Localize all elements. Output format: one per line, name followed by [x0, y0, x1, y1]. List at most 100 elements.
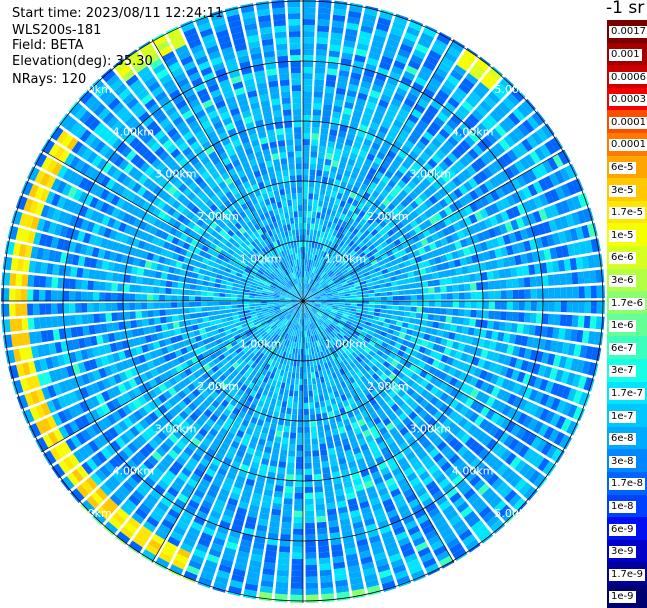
range-gate-cell: [584, 316, 591, 329]
range-gate-cell: [457, 276, 464, 284]
range-gate-cell: [313, 109, 322, 116]
range-gate-cell: [312, 236, 316, 242]
range-gate-cell: [208, 282, 215, 287]
range-gate-cell: [106, 323, 113, 332]
range-gate-cell: [269, 527, 280, 534]
range-gate-cell: [226, 286, 232, 290]
range-gate-cell: [195, 307, 201, 312]
range-gate-cell: [317, 522, 327, 529]
range-gate-cell: [325, 159, 332, 166]
range-gate-cell: [462, 326, 469, 334]
range-gate-cell: [296, 457, 303, 463]
range-gate-cell: [243, 304, 249, 307]
range-gate-cell: [440, 286, 446, 293]
range-gate-cell: [304, 367, 307, 373]
range-gate-cell: [304, 439, 310, 445]
range-gate-cell: [434, 287, 440, 293]
range-gate-cell: [326, 405, 332, 412]
range-gate-cell: [325, 86, 335, 93]
range-gate-cell: [506, 312, 513, 321]
range-gate-cell: [389, 271, 396, 277]
range-gate-cell: [351, 298, 357, 300]
range-gate-cell: [51, 290, 57, 301]
range-gate-cell: [316, 510, 326, 517]
range-gate-cell: [407, 271, 414, 277]
range-gate-cell: [275, 485, 284, 492]
range-gate-cell: [458, 309, 464, 316]
range-gate-cell: [285, 486, 294, 493]
range-gate-cell: [75, 303, 81, 313]
range-gate-cell: [213, 292, 219, 296]
range-gate-cell: [249, 304, 255, 307]
range-gate-cell: [286, 408, 291, 415]
range-gate-cell: [306, 241, 309, 247]
range-gate-cell: [153, 310, 160, 317]
range-gate-cell: [306, 343, 308, 349]
range-gate-cell: [135, 285, 142, 292]
range-gate-cell: [494, 280, 501, 289]
range-gate-cell: [319, 437, 326, 444]
range-gate-cell: [369, 293, 375, 296]
range-gate-cell: [314, 79, 324, 86]
range-gate-cell: [463, 275, 470, 283]
range-gate-cell: [130, 275, 137, 283]
range-gate-cell: [501, 301, 507, 310]
range-gate-cell: [289, 390, 294, 396]
range-gate-cell: [277, 564, 289, 571]
range-gate-cell: [298, 349, 301, 355]
range-gate-cell: [292, 541, 303, 547]
range-gate-cell: [303, 85, 312, 91]
range-gate-cell: [339, 297, 345, 299]
range-gate-cell: [22, 318, 29, 330]
range-gate-cell: [39, 290, 45, 301]
range-gate-cell: [304, 373, 307, 379]
range-gate-cell: [319, 558, 331, 565]
range-gate-cell: [282, 516, 292, 523]
range-gate-cell: [313, 468, 321, 475]
range-gate-cell: [357, 304, 363, 307]
range-gate-cell: [284, 420, 290, 427]
range-gate-cell: [231, 309, 237, 313]
range-gate-cell: [292, 372, 296, 378]
range-gate-cell: [476, 310, 483, 318]
range-gate-cell: [317, 206, 322, 213]
range-gate-cell: [362, 307, 368, 310]
range-gate-cell: [319, 371, 324, 378]
range-gate-cell: [554, 274, 561, 285]
range-gate-cell: [295, 348, 298, 354]
range-gate-cell: [305, 559, 316, 565]
range-gate-cell: [322, 207, 327, 214]
range-gate-cell: [471, 292, 477, 299]
range-gate-cell: [299, 385, 303, 391]
range-gate-cell: [57, 290, 63, 301]
range-gate-cell: [395, 326, 402, 332]
range-gate-cell: [290, 595, 303, 601]
range-gate-cell: [173, 322, 180, 329]
range-gate-cell: [314, 224, 318, 230]
range-gate-cell: [177, 302, 183, 307]
range-gate-cell: [369, 304, 375, 307]
range-gate-cell: [316, 516, 326, 523]
range-gate-cell: [351, 304, 357, 307]
range-gate-cell: [27, 304, 33, 316]
range-gate-cell: [219, 297, 225, 301]
range-gate-cell: [303, 25, 315, 31]
range-gate-cell: [495, 301, 501, 309]
range-gate-cell: [379, 284, 386, 289]
range-gate-cell: [315, 498, 324, 505]
range-gate-cell: [314, 188, 319, 195]
range-gate-cell: [316, 414, 322, 421]
range-gate-cell: [237, 295, 243, 298]
range-gate-cell: [285, 383, 290, 390]
range-gate-cell: [232, 312, 238, 316]
range-gate-cell: [286, 468, 294, 475]
range-gate-cell: [404, 284, 411, 289]
range-gate-cell: [191, 273, 198, 279]
range-gate-cell: [227, 317, 234, 322]
range-gate-cell: [284, 389, 289, 396]
range-gate-cell: [525, 289, 531, 299]
range-gate-cell: [572, 315, 579, 327]
range-gate-cell: [350, 306, 356, 309]
range-gate-cell: [319, 443, 326, 450]
range-gate-cell: [231, 302, 237, 305]
